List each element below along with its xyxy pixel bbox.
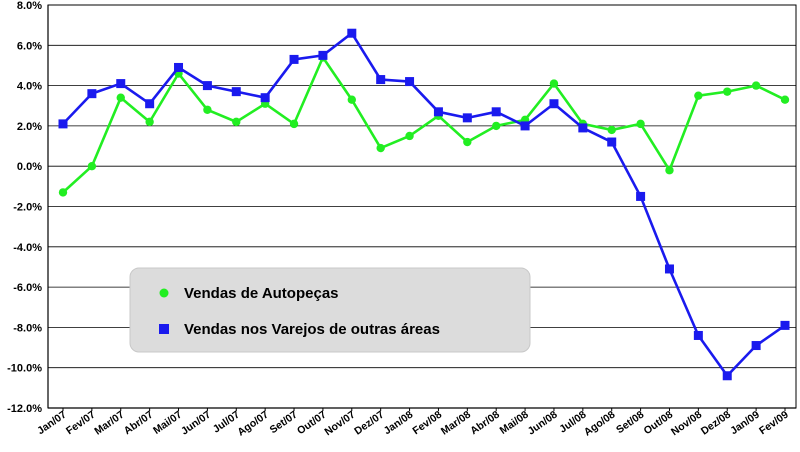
x-tick-label: Mai/07: [151, 409, 184, 437]
data-point: [433, 107, 443, 117]
data-point: [202, 81, 212, 91]
data-point: [405, 77, 415, 87]
x-tick-label: Jun/08: [526, 409, 560, 438]
data-point: [607, 125, 616, 135]
data-point: [232, 117, 241, 127]
y-tick-label: 6.0%: [17, 40, 42, 52]
x-tick-label: Out/07: [295, 409, 329, 438]
data-point: [665, 166, 674, 175]
x-tick-label: Ago/07: [235, 409, 271, 439]
x-tick-label: Fev/07: [64, 409, 98, 438]
data-point: [780, 320, 790, 330]
x-tick-label: Set/07: [268, 409, 300, 437]
data-point: [780, 95, 790, 104]
y-tick-label: -12.0%: [7, 403, 42, 415]
data-point: [723, 87, 732, 96]
y-tick-label: -10.0%: [7, 363, 42, 375]
data-point: [87, 162, 97, 171]
data-point: [203, 105, 212, 114]
data-point: [694, 91, 703, 100]
data-point: [231, 87, 241, 97]
x-tick-label: Mai/08: [498, 409, 531, 437]
y-tick-label: 2.0%: [17, 121, 42, 133]
axes: [47, 5, 796, 411]
data-point: [520, 121, 530, 131]
y-tick-labels: 8.0% 6.0% 4.0% 2.0% 0.0% -2.0% -4.0% -6.0% -8.0%…: [7, 0, 42, 415]
data-point: [289, 54, 299, 64]
data-point: [174, 62, 184, 72]
legend-marker-autopecas: [159, 288, 169, 298]
x-tick-label: Fev/08: [410, 409, 444, 438]
y-tick-label: 4.0%: [17, 81, 42, 93]
y-tick-label: -2.0%: [13, 202, 42, 214]
data-point: [260, 93, 270, 103]
x-tick-label: Dez/07: [352, 409, 386, 438]
data-point: [116, 79, 126, 89]
data-point: [549, 99, 559, 109]
y-tick-label: -6.0%: [13, 282, 42, 294]
data-point: [87, 89, 97, 99]
x-tick-label: Set/08: [614, 409, 646, 437]
series-line-0: [62, 56, 786, 194]
data-point: [145, 117, 154, 127]
y-tick-label: -8.0%: [13, 322, 42, 334]
data-point: [318, 50, 328, 60]
data-point: [405, 131, 414, 141]
data-point: [491, 107, 501, 117]
data-point: [607, 137, 617, 147]
y-tick-label: -4.0%: [13, 242, 42, 254]
data-point: [463, 137, 472, 147]
x-tick-label: Abr/07: [122, 409, 156, 438]
data-point: [116, 93, 125, 102]
data-point: [145, 99, 155, 109]
x-tick-label: Fev/09: [757, 409, 791, 438]
data-point: [347, 95, 356, 104]
data-point: [58, 188, 68, 197]
data-point: [462, 113, 472, 123]
legend-marker-varejos: [159, 324, 169, 334]
x-tick-label: Dez/08: [699, 409, 733, 438]
data-point: [492, 121, 501, 131]
x-tick-label: Jun/07: [179, 409, 213, 438]
data-point: [664, 264, 674, 274]
legend-box: [129, 267, 531, 353]
data-point: [376, 75, 386, 85]
data-point: [722, 371, 732, 381]
x-tick-label: Jan/08: [382, 409, 416, 438]
data-point: [347, 28, 357, 38]
x-tick-label: Nov/08: [669, 409, 704, 439]
x-tick-label: Jan/09: [728, 409, 762, 438]
series-lines: [58, 28, 790, 381]
data-point: [636, 119, 645, 129]
data-point: [376, 143, 385, 153]
legend-label-varejos: Vendas nos Varejos de outras áreas: [184, 321, 440, 338]
data-point: [693, 330, 703, 340]
series-line-1: [62, 31, 786, 378]
x-tick-label: Ago/08: [582, 409, 618, 439]
legend-label-autopecas: Vendas de Autopeças: [184, 285, 339, 302]
data-point: [751, 341, 761, 351]
data-point: [636, 191, 646, 201]
x-tick-label: Abr/08: [468, 409, 502, 438]
data-point: [578, 123, 588, 133]
data-point: [289, 119, 299, 129]
data-point: [58, 119, 68, 129]
data-point: [549, 79, 559, 88]
x-tick-label: Mar/07: [92, 409, 126, 438]
y-tick-label: 8.0%: [17, 0, 42, 12]
x-tick-label: Out/08: [642, 409, 676, 438]
x-tick-label: Mar/08: [439, 409, 473, 438]
y-tick-label: 0.0%: [17, 161, 42, 173]
x-tick-labels: Jan/07Fev/07Mar/07Abr/07Mai/07Jun/07Jul/…: [35, 409, 791, 439]
data-point: [751, 81, 761, 90]
legend: Vendas de Autopeças Vendas nos Varejos d…: [129, 267, 531, 353]
x-tick-label: Nov/07: [322, 409, 357, 439]
